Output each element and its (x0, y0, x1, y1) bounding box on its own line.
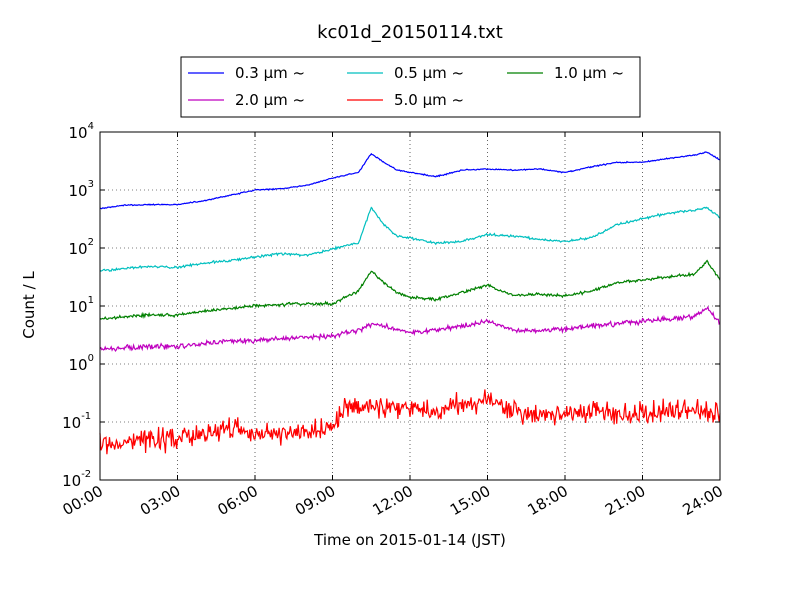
grid (100, 132, 720, 480)
series-line (99, 206, 721, 272)
y-tick-label: 10 -2 (62, 469, 91, 490)
series-line (99, 389, 721, 455)
y-tick-base: 10 (62, 472, 81, 490)
y-tick-exponent: 0 (88, 353, 94, 364)
y-tick-exponent: 4 (88, 121, 94, 132)
chart-title: kc01d_20150114.txt (317, 22, 503, 43)
legend: 0.3 μm ~ 0.5 μm ~ 1.0 μm ~ 2.0 μm ~ 5.0 μm ~ (180, 56, 641, 118)
y-tick-label: 10 -1 (62, 411, 91, 432)
y-tick-label: 10 3 (69, 179, 94, 200)
legend-entry: 5.0 μm ~ (347, 91, 464, 109)
x-axis-label: Time on 2015-01-14 (JST) (313, 531, 506, 549)
x-tick-label: 15:00 (447, 482, 493, 519)
y-axis-label: Count / L (20, 271, 38, 339)
legend-label: 5.0 μm ~ (394, 91, 464, 109)
x-tick-label: 21:00 (602, 482, 648, 519)
y-tick-base: 10 (69, 356, 88, 374)
legend-entry: 0.3 μm ~ (188, 64, 305, 82)
x-tick-label: 03:00 (137, 482, 183, 519)
y-tick-base: 10 (69, 182, 88, 200)
series-line (99, 305, 721, 352)
y-tick-exponent: -2 (81, 469, 91, 480)
x-tick-label: 24:00 (680, 482, 726, 519)
y-tick-base: 10 (69, 124, 88, 142)
y-tick-exponent: -1 (81, 411, 91, 422)
legend-entry: 1.0 μm ~ (507, 64, 624, 82)
legend-label: 2.0 μm ~ (235, 91, 305, 109)
y-tick-exponent: 3 (88, 179, 94, 190)
y-tick-exponent: 2 (88, 237, 94, 248)
legend-label: 1.0 μm ~ (554, 64, 624, 82)
y-tick-label: 10 2 (69, 237, 94, 258)
y-tick-exponent: 1 (88, 295, 94, 306)
legend-entry: 0.5 μm ~ (347, 64, 464, 82)
y-tick-base: 10 (69, 298, 88, 316)
x-tick-label: 06:00 (215, 482, 261, 519)
series-lines (99, 151, 721, 455)
series-line (99, 259, 721, 321)
legend-entry: 2.0 μm ~ (188, 91, 305, 109)
x-tick-label: 09:00 (292, 482, 338, 519)
legend-box (180, 56, 641, 118)
legend-label: 0.3 μm ~ (235, 64, 305, 82)
y-tick-base: 10 (62, 414, 81, 432)
x-tick-label: 18:00 (525, 482, 571, 519)
legend-label: 0.5 μm ~ (394, 64, 464, 82)
x-tick-label: 12:00 (370, 482, 416, 519)
y-tick-label: 10 4 (69, 121, 94, 142)
y-tick-label: 10 1 (69, 295, 94, 316)
y-tick-label: 10 0 (69, 353, 94, 374)
y-tick-base: 10 (69, 240, 88, 258)
series-line (99, 151, 721, 210)
